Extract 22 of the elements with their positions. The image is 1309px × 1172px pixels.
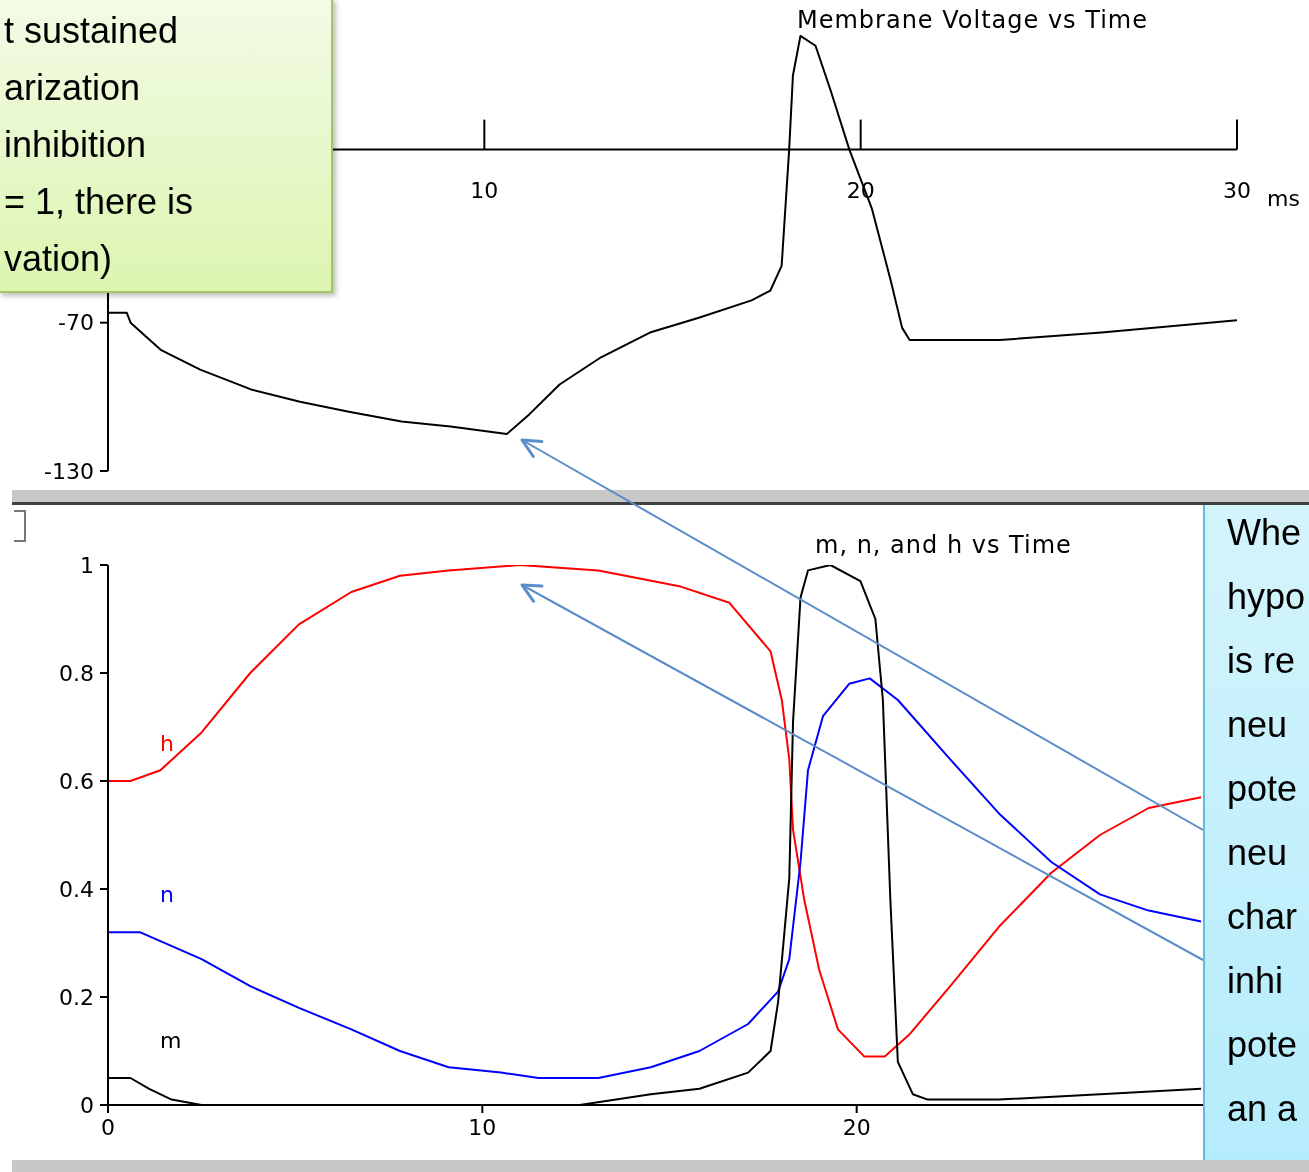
line-series [108, 677, 1203, 1079]
y-tick-label: 1 [80, 552, 94, 578]
x-tick-label: 0 [101, 1114, 115, 1140]
text: Whe hypo is re neu pote neu char inhi pote an a [1227, 512, 1306, 1129]
x-tick-label: 10 [470, 177, 499, 203]
x-tick-label: 10 [468, 1114, 497, 1140]
x-tick-label: 30 [1223, 177, 1251, 203]
series-label: h [160, 731, 174, 756]
x-tick-label: 20 [842, 1114, 871, 1140]
annotation: t sustained arization inhibition = 1, there is vation) [4, 9, 195, 281]
y-tick-label: -130 [44, 458, 94, 484]
x-axis-title: ms [1267, 185, 1300, 211]
y-tick-label: -70 [58, 310, 94, 336]
y-tick-label: 0 [80, 1092, 94, 1118]
y-tick-label: 0.4 [59, 876, 94, 902]
y-tick-label: 0.8 [59, 660, 94, 686]
chart-title: Membrane Voltage vs Time [797, 6, 1148, 34]
chart-title: m, n, and h vs Time [815, 531, 1072, 559]
series-label: n [160, 882, 174, 908]
series-label: m [160, 1028, 182, 1053]
y-tick-label: 0.2 [59, 984, 94, 1010]
y-tick-label: 0.6 [59, 768, 94, 794]
